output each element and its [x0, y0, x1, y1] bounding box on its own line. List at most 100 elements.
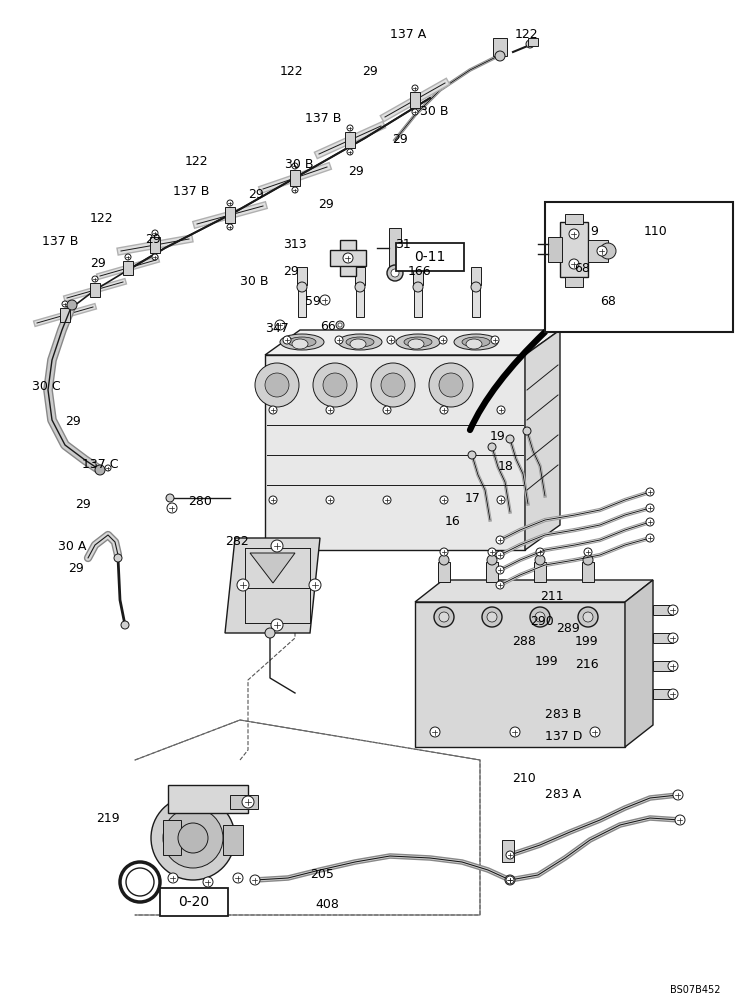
Bar: [90, 283, 100, 297]
Circle shape: [482, 607, 502, 627]
Circle shape: [497, 496, 505, 504]
Circle shape: [355, 282, 365, 292]
Circle shape: [387, 265, 403, 281]
Circle shape: [491, 336, 499, 344]
Text: 290: 290: [530, 615, 554, 628]
Circle shape: [265, 628, 275, 638]
Circle shape: [506, 851, 514, 859]
Circle shape: [233, 873, 243, 883]
Text: 199: 199: [575, 635, 598, 648]
Circle shape: [569, 259, 579, 269]
Text: 29: 29: [248, 188, 264, 201]
Circle shape: [668, 633, 678, 643]
Circle shape: [151, 796, 235, 880]
Text: 9: 9: [590, 225, 598, 238]
Circle shape: [496, 566, 504, 574]
Circle shape: [530, 607, 550, 627]
Ellipse shape: [338, 334, 382, 350]
Circle shape: [434, 607, 454, 627]
Bar: [396, 243, 464, 271]
Bar: [486, 562, 498, 582]
Circle shape: [510, 727, 520, 737]
Circle shape: [646, 534, 654, 542]
Text: 29: 29: [348, 165, 364, 178]
Bar: [345, 132, 355, 148]
Ellipse shape: [439, 373, 463, 397]
Ellipse shape: [454, 334, 498, 350]
Ellipse shape: [288, 337, 316, 347]
Polygon shape: [265, 355, 525, 550]
Text: 30 B: 30 B: [285, 158, 313, 171]
Bar: [356, 287, 364, 317]
Bar: [413, 267, 423, 285]
Text: 29: 29: [65, 415, 81, 428]
Circle shape: [600, 243, 616, 259]
Text: 18: 18: [498, 460, 514, 473]
Circle shape: [675, 815, 685, 825]
Circle shape: [335, 336, 343, 344]
Text: 408: 408: [315, 898, 339, 911]
Circle shape: [413, 282, 423, 292]
Circle shape: [67, 300, 77, 310]
Circle shape: [227, 224, 233, 230]
Text: 219: 219: [96, 812, 120, 825]
Ellipse shape: [429, 363, 473, 407]
Bar: [493, 38, 507, 56]
Circle shape: [668, 689, 678, 699]
Circle shape: [439, 336, 447, 344]
Circle shape: [569, 229, 579, 239]
Text: 122: 122: [515, 28, 539, 41]
Text: 30 B: 30 B: [420, 105, 449, 118]
Circle shape: [496, 536, 504, 544]
Circle shape: [505, 875, 515, 885]
Text: 289: 289: [556, 622, 580, 635]
Circle shape: [275, 320, 285, 330]
Text: 68: 68: [574, 262, 590, 275]
Circle shape: [152, 230, 158, 236]
Bar: [225, 207, 235, 223]
Circle shape: [163, 808, 223, 868]
Circle shape: [391, 269, 399, 277]
Circle shape: [383, 496, 391, 504]
Text: 29: 29: [75, 498, 91, 511]
Ellipse shape: [408, 339, 424, 349]
Circle shape: [227, 200, 233, 206]
Circle shape: [125, 254, 131, 260]
Text: 0-20: 0-20: [179, 895, 209, 909]
Bar: [60, 308, 70, 322]
Ellipse shape: [371, 363, 415, 407]
Circle shape: [92, 276, 98, 282]
Ellipse shape: [265, 373, 289, 397]
Text: 29: 29: [283, 265, 298, 278]
Text: 137 D: 137 D: [545, 730, 583, 743]
Text: 137 B: 137 B: [173, 185, 209, 198]
Circle shape: [152, 254, 158, 260]
Circle shape: [668, 661, 678, 671]
Text: 347: 347: [265, 322, 289, 335]
Bar: [230, 795, 258, 809]
Circle shape: [292, 187, 298, 193]
Text: 19: 19: [490, 430, 506, 443]
Bar: [123, 261, 133, 275]
Ellipse shape: [466, 339, 482, 349]
Text: 205: 205: [310, 868, 334, 881]
Circle shape: [578, 607, 598, 627]
Text: 29: 29: [318, 198, 334, 211]
Circle shape: [497, 406, 505, 414]
Circle shape: [95, 465, 105, 475]
Ellipse shape: [396, 334, 440, 350]
Circle shape: [526, 40, 534, 48]
Circle shape: [487, 555, 497, 565]
Bar: [340, 240, 356, 276]
Text: 280: 280: [188, 495, 212, 508]
Text: 29: 29: [145, 233, 161, 246]
Circle shape: [440, 548, 448, 556]
Circle shape: [178, 823, 208, 853]
Circle shape: [326, 496, 334, 504]
Text: 30 A: 30 A: [58, 540, 86, 553]
Bar: [560, 222, 588, 277]
Circle shape: [347, 149, 353, 155]
Circle shape: [506, 435, 514, 443]
Text: 29: 29: [68, 562, 84, 575]
Text: 313: 313: [283, 238, 307, 251]
